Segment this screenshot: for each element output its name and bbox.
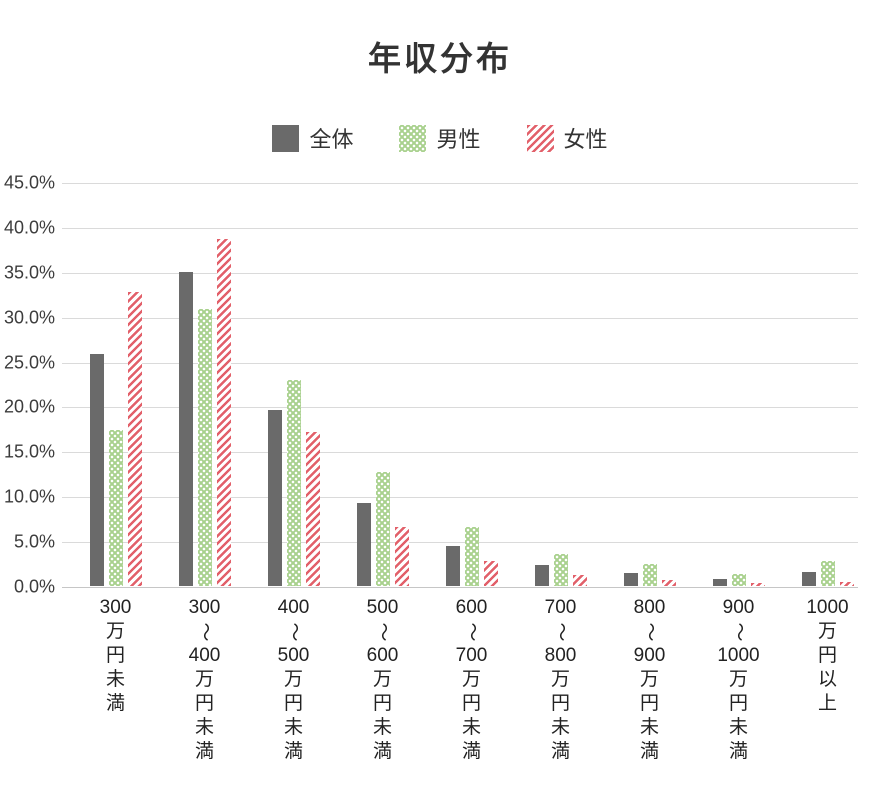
bar-female-2 xyxy=(305,431,320,586)
bar-female-7 xyxy=(750,583,765,586)
y-tick-label: 40.0% xyxy=(3,217,55,238)
gridline xyxy=(62,272,858,274)
legend-swatch-overall xyxy=(272,124,300,152)
bar-female-6 xyxy=(661,579,676,586)
x-axis-label: 300 万円未満 xyxy=(99,597,132,714)
bar-overall-4 xyxy=(445,545,460,586)
x-axis-label: 500 〜 600 万円未満 xyxy=(366,597,399,762)
bar-female-8 xyxy=(839,581,854,586)
bar-overall-0 xyxy=(89,354,104,586)
legend: 全体 男性 女性 xyxy=(0,122,880,154)
x-axis-line xyxy=(62,587,858,588)
bar-male-7 xyxy=(731,574,746,586)
bar-female-1 xyxy=(216,239,231,586)
bar-male-5 xyxy=(553,553,568,586)
x-axis-label: 800 〜 900 万円未満 xyxy=(633,597,666,762)
gridline xyxy=(62,227,858,229)
bar-male-1 xyxy=(197,308,212,586)
x-axis-label: 300 〜 400 万円未満 xyxy=(188,597,221,762)
bar-male-0 xyxy=(108,429,123,586)
legend-item-male: 男性 xyxy=(399,122,481,154)
chart-title: 年収分布 xyxy=(368,40,512,77)
bar-overall-6 xyxy=(623,572,638,586)
bar-male-2 xyxy=(286,380,301,586)
y-tick-label: 45.0% xyxy=(3,172,55,193)
bar-male-6 xyxy=(642,564,657,586)
y-tick-label: 35.0% xyxy=(3,262,55,283)
x-axis-label: 700 〜 800 万円未満 xyxy=(544,597,577,762)
y-tick-label: 10.0% xyxy=(3,486,55,507)
bar-overall-1 xyxy=(178,271,193,586)
plot-area: 45.0% 40.0% 35.0% 30.0% 25.0% 20.0% 15.0% 10.0%… xyxy=(4,173,858,762)
y-tick-label: 30.0% xyxy=(3,307,55,328)
gridline xyxy=(62,542,858,544)
bar-overall-3 xyxy=(356,502,371,586)
bar-female-4 xyxy=(483,560,498,586)
x-axis-label: 400 〜 500 万円未満 xyxy=(277,597,310,762)
gridline xyxy=(62,497,858,499)
legend-label-overall: 全体 xyxy=(309,127,354,152)
legend-item-overall: 全体 xyxy=(272,122,353,154)
y-tick-label: 0.0% xyxy=(13,576,55,597)
legend-item-female: 女性 xyxy=(526,122,608,154)
gridline xyxy=(62,362,858,364)
legend-swatch-female xyxy=(526,124,554,152)
gridline xyxy=(62,183,858,184)
bar-male-4 xyxy=(464,526,479,586)
x-axis-label: 1000 万円以上 xyxy=(806,597,849,714)
bar-male-8 xyxy=(820,560,835,586)
bar-overall-5 xyxy=(534,565,549,586)
bar-overall-2 xyxy=(267,410,282,586)
y-tick-label: 25.0% xyxy=(3,352,55,373)
y-tick-label: 15.0% xyxy=(3,441,55,462)
x-axis-label: 900 〜 1000 万円未満 xyxy=(717,597,760,762)
bar-female-5 xyxy=(572,575,587,586)
y-tick-label: 20.0% xyxy=(3,396,55,417)
y-tick-label: 5.0% xyxy=(13,531,55,552)
bar-female-3 xyxy=(394,526,409,586)
gridline xyxy=(62,452,858,454)
legend-label-male: 男性 xyxy=(436,127,481,152)
bar-female-0 xyxy=(127,291,142,586)
x-axis-label: 600 〜 700 万円未満 xyxy=(455,597,488,762)
bar-overall-7 xyxy=(712,578,727,586)
bar-male-3 xyxy=(375,471,390,586)
legend-swatch-male xyxy=(399,124,427,152)
gridline xyxy=(62,317,858,319)
gridline xyxy=(62,407,858,409)
bar-overall-8 xyxy=(801,571,816,586)
legend-label-female: 女性 xyxy=(563,127,608,152)
